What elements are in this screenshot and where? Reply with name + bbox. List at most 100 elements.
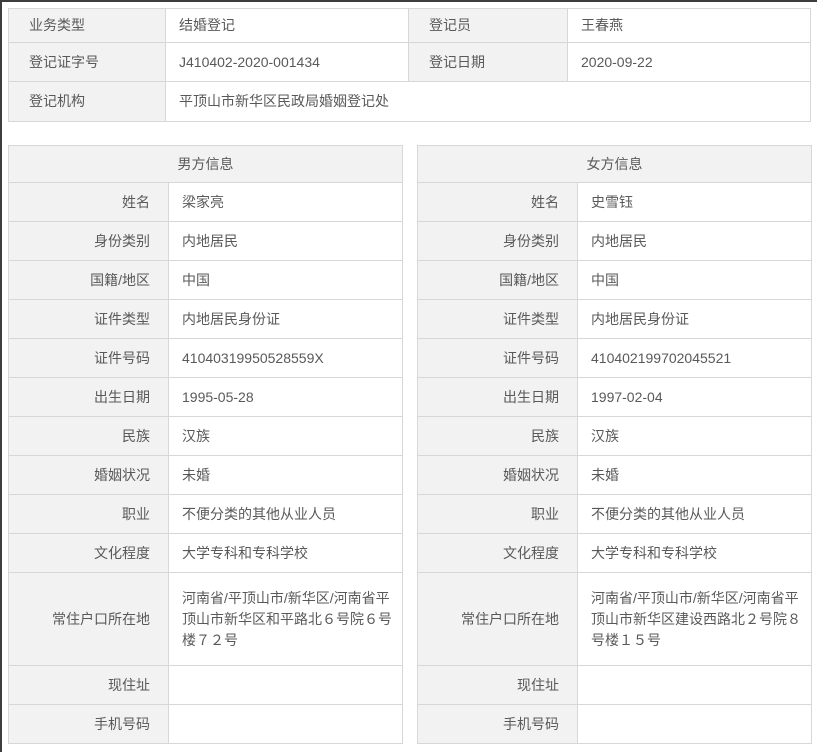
field-label: 身份类别	[8, 221, 169, 261]
field-value: 汉族	[577, 416, 812, 456]
field-value: 内地居民身份证	[168, 299, 403, 339]
reg-date-label: 登记日期	[408, 42, 568, 82]
field-value: 不便分类的其他从业人员	[577, 494, 812, 534]
table-row: 职业 不便分类的其他从业人员	[417, 494, 812, 534]
table-row: 证件号码 41040319950528559X	[8, 338, 403, 378]
window-edge-top	[0, 0, 817, 2]
registration-summary-table: 业务类型 结婚登记 登记员 王春燕 登记证字号 J410402-2020-001…	[8, 8, 811, 122]
table-row: 常住户口所在地 河南省/平顶山市/新华区/河南省平顶山市新华区和平路北６号院６号…	[8, 572, 403, 666]
field-label: 现住址	[8, 665, 169, 705]
table-row: 职业 不便分类的其他从业人员	[8, 494, 403, 534]
field-label: 民族	[8, 416, 169, 456]
field-value: 河南省/平顶山市/新华区/河南省平顶山市新华区和平路北６号院６号楼７２号	[168, 572, 403, 666]
window-edge-left	[0, 0, 2, 752]
field-label: 出生日期	[8, 377, 169, 417]
field-label: 婚姻状况	[8, 455, 169, 495]
female-party-title: 女方信息	[417, 145, 812, 183]
field-value: 41040319950528559X	[168, 338, 403, 378]
table-row: 姓名 梁家亮	[8, 182, 403, 222]
field-value	[577, 704, 812, 744]
cert-no-value: J410402-2020-001434	[165, 42, 409, 82]
field-label: 民族	[417, 416, 578, 456]
table-row: 民族 汉族	[8, 416, 403, 456]
male-party-title: 男方信息	[8, 145, 403, 183]
field-label: 国籍/地区	[8, 260, 169, 300]
table-row: 身份类别 内地居民	[8, 221, 403, 261]
table-row: 出生日期 1997-02-04	[417, 377, 812, 417]
table-row: 业务类型 结婚登记 登记员 王春燕	[8, 8, 811, 43]
field-value: 中国	[168, 260, 403, 300]
field-label: 职业	[417, 494, 578, 534]
table-row: 证件类型 内地居民身份证	[417, 299, 812, 339]
field-value: 内地居民	[168, 221, 403, 261]
table-row: 现住址	[417, 665, 812, 705]
female-party-table: 女方信息 姓名 史雪钰 身份类别 内地居民 国籍/地区 中国 证件类型 内地居民…	[417, 145, 812, 744]
field-label: 婚姻状况	[417, 455, 578, 495]
field-label: 证件类型	[417, 299, 578, 339]
field-label: 文化程度	[8, 533, 169, 573]
field-value	[168, 704, 403, 744]
registrar-value: 王春燕	[567, 8, 811, 43]
business-type-label: 业务类型	[8, 8, 166, 43]
table-row: 女方信息	[417, 145, 812, 183]
table-row: 国籍/地区 中国	[8, 260, 403, 300]
field-value: 内地居民	[577, 221, 812, 261]
field-label: 姓名	[8, 182, 169, 222]
field-value: 河南省/平顶山市/新华区/河南省平顶山市新华区建设西路北２号院８号楼１５号	[577, 572, 812, 666]
table-row: 证件类型 内地居民身份证	[8, 299, 403, 339]
field-label: 证件号码	[8, 338, 169, 378]
table-row: 登记机构 平顶山市新华区民政局婚姻登记处	[8, 81, 811, 122]
table-row: 姓名 史雪钰	[417, 182, 812, 222]
cert-no-label: 登记证字号	[8, 42, 166, 82]
business-type-value: 结婚登记	[165, 8, 409, 43]
field-value: 梁家亮	[168, 182, 403, 222]
table-row: 文化程度 大学专科和专科学校	[417, 533, 812, 573]
field-label: 证件类型	[8, 299, 169, 339]
field-value: 汉族	[168, 416, 403, 456]
field-value: 内地居民身份证	[577, 299, 812, 339]
registrar-label: 登记员	[408, 8, 568, 43]
field-value: 1997-02-04	[577, 377, 812, 417]
field-label: 文化程度	[417, 533, 578, 573]
field-label: 国籍/地区	[417, 260, 578, 300]
table-row: 婚姻状况 未婚	[417, 455, 812, 495]
table-row: 手机号码	[417, 704, 812, 744]
table-row: 国籍/地区 中国	[417, 260, 812, 300]
field-value: 1995-05-28	[168, 377, 403, 417]
table-row: 登记证字号 J410402-2020-001434 登记日期 2020-09-2…	[8, 42, 811, 82]
agency-label: 登记机构	[8, 81, 166, 122]
table-row: 手机号码	[8, 704, 403, 744]
table-row: 民族 汉族	[417, 416, 812, 456]
table-row: 身份类别 内地居民	[417, 221, 812, 261]
field-label: 姓名	[417, 182, 578, 222]
field-value: 410402199702045521	[577, 338, 812, 378]
table-row: 现住址	[8, 665, 403, 705]
table-row: 男方信息	[8, 145, 403, 183]
field-label: 常住户口所在地	[417, 572, 578, 666]
field-value: 不便分类的其他从业人员	[168, 494, 403, 534]
table-row: 婚姻状况 未婚	[8, 455, 403, 495]
field-value	[168, 665, 403, 705]
field-value: 史雪钰	[577, 182, 812, 222]
agency-value: 平顶山市新华区民政局婚姻登记处	[165, 81, 811, 122]
field-value: 大学专科和专科学校	[577, 533, 812, 573]
field-label: 身份类别	[417, 221, 578, 261]
field-label: 出生日期	[417, 377, 578, 417]
male-party-table: 男方信息 姓名 梁家亮 身份类别 内地居民 国籍/地区 中国 证件类型 内地居民…	[8, 145, 403, 744]
table-row: 证件号码 410402199702045521	[417, 338, 812, 378]
field-label: 现住址	[417, 665, 578, 705]
field-label: 手机号码	[417, 704, 578, 744]
field-value: 大学专科和专科学校	[168, 533, 403, 573]
field-value: 中国	[577, 260, 812, 300]
table-row: 文化程度 大学专科和专科学校	[8, 533, 403, 573]
field-label: 常住户口所在地	[8, 572, 169, 666]
field-label: 手机号码	[8, 704, 169, 744]
field-label: 职业	[8, 494, 169, 534]
table-row: 常住户口所在地 河南省/平顶山市/新华区/河南省平顶山市新华区建设西路北２号院８…	[417, 572, 812, 666]
party-tables: 男方信息 姓名 梁家亮 身份类别 内地居民 国籍/地区 中国 证件类型 内地居民…	[8, 145, 817, 744]
table-row: 出生日期 1995-05-28	[8, 377, 403, 417]
reg-date-value: 2020-09-22	[567, 42, 811, 82]
field-value	[577, 665, 812, 705]
field-value: 未婚	[577, 455, 812, 495]
